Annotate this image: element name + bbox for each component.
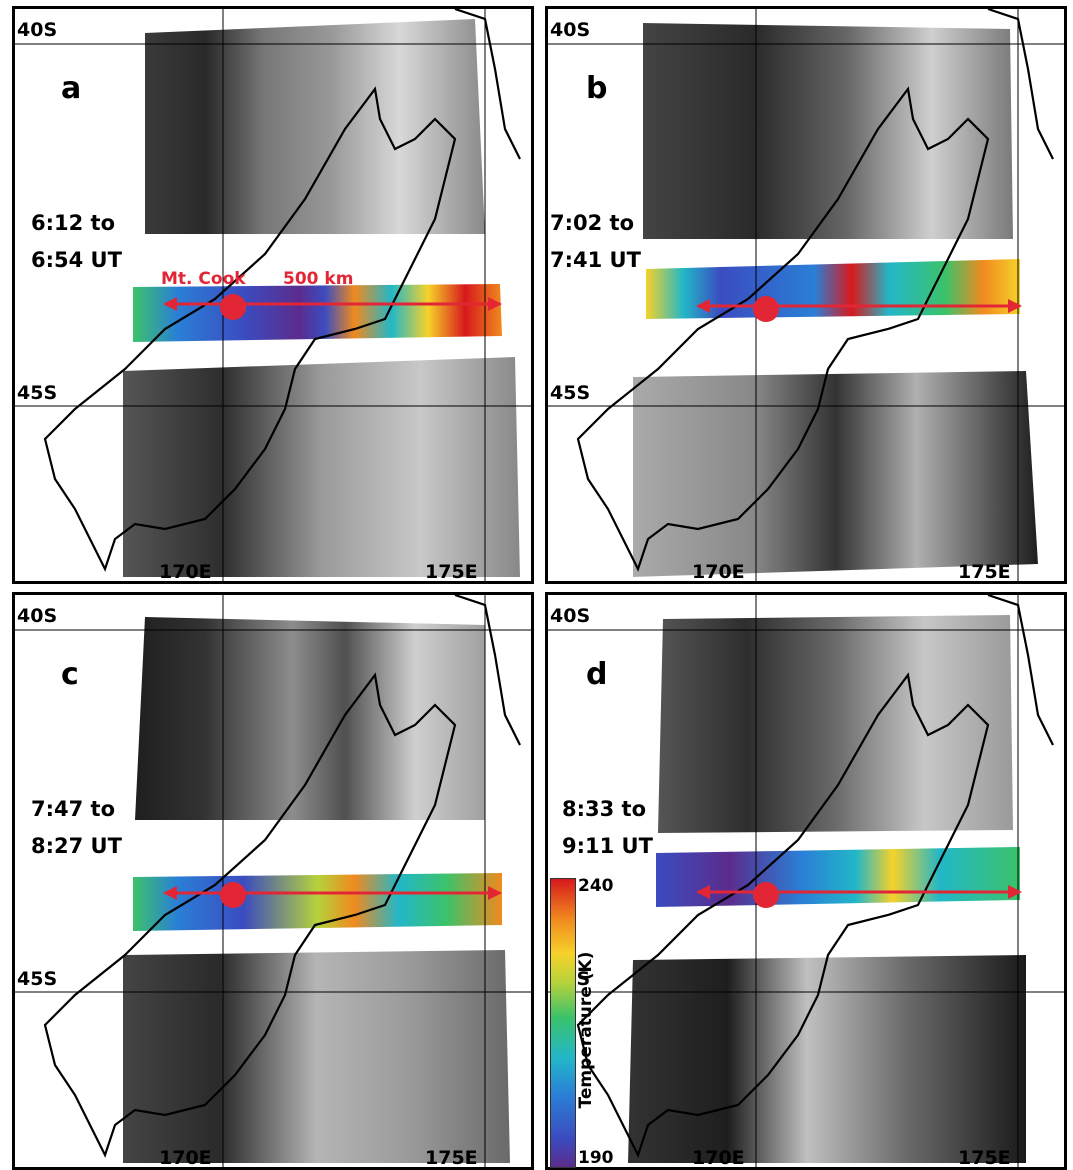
panel-a-map — [15, 9, 531, 581]
lon-label-west: 170E — [692, 1147, 745, 1169]
lat-label-south: 45S — [17, 968, 58, 990]
time-range: 8:33 to 9:11 UT — [562, 797, 653, 858]
panel-d-map — [548, 595, 1064, 1167]
panel-c-map — [15, 595, 531, 1167]
lon-label-east: 175E — [958, 1147, 1011, 1169]
mt-cook-label: Mt. Cook — [161, 269, 246, 289]
time-range: 6:12 to 6:54 UT — [31, 211, 122, 272]
lat-label-north: 40S — [17, 19, 58, 41]
panel-c: c 40S 45S 170E 175E 7:47 to 8:27 UT — [12, 592, 534, 1170]
panel-letter: c — [61, 657, 79, 692]
time-range: 7:47 to 8:27 UT — [31, 797, 122, 858]
colorbar-max: 240 — [578, 876, 614, 896]
lat-label-north: 40S — [550, 19, 591, 41]
panel-b: b 40S 45S 170E 175E 7:02 to 7:41 UT — [545, 6, 1067, 584]
mt-cook-marker-d — [753, 882, 779, 908]
panel-letter: a — [61, 71, 82, 106]
lon-label-east: 175E — [425, 561, 478, 583]
panel-letter: b — [586, 71, 608, 106]
lat-label-north: 40S — [17, 605, 58, 627]
lat-label-south: 45S — [550, 382, 591, 404]
lat-label-north: 40S — [550, 605, 591, 627]
panel-letter: d — [586, 657, 608, 692]
panel-d: d 40S 45S 170E 175E 8:33 to 9:11 UT — [545, 592, 1067, 1170]
lon-label-west: 170E — [159, 561, 212, 583]
mt-cook-marker-a — [220, 294, 246, 320]
scale-label: 500 km — [283, 269, 354, 289]
lon-label-west: 170E — [159, 1147, 212, 1169]
lon-label-east: 175E — [425, 1147, 478, 1169]
time-range: 7:02 to 7:41 UT — [550, 211, 641, 272]
temperature-colorbar — [550, 878, 576, 1168]
lat-label-south: 45S — [17, 382, 58, 404]
lon-label-east: 175E — [958, 561, 1011, 583]
panel-b-map — [548, 9, 1064, 581]
colorbar-label: Temperature (K) — [576, 951, 596, 1109]
colorbar-min: 190 — [578, 1148, 614, 1168]
panel-a: a 40S 45S 170E 175E 6:12 to 6:54 UT Mt. … — [12, 6, 534, 584]
lon-label-west: 170E — [692, 561, 745, 583]
mt-cook-marker-c — [220, 882, 246, 908]
mt-cook-marker-b — [753, 296, 779, 322]
